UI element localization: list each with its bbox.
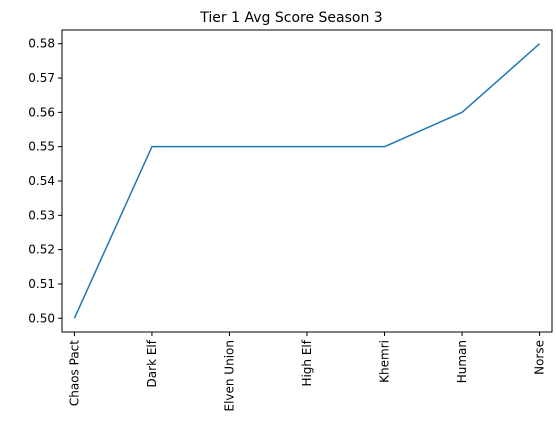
y-tick-label: 0.51	[28, 277, 55, 291]
x-tick-label: Dark Elf	[145, 339, 159, 387]
x-tick-label: Khemri	[378, 340, 392, 383]
series-line-0	[73, 43, 541, 319]
y-tick-label: 0.56	[28, 105, 55, 119]
x-tick-label: Human	[455, 340, 469, 383]
x-axis: Chaos Pact Dark Elf Elven Union High Elf Khe…	[67, 332, 547, 412]
chart-title: Tier 1 Avg Score Season 3	[199, 10, 382, 26]
y-axis: 0.50 0.51 0.52 0.53 0.54 0.55 0.56 0.57 0.58	[28, 37, 62, 325]
y-tick-label: 0.54	[28, 174, 55, 188]
x-tick-label: High Elf	[300, 339, 314, 386]
plot-area-frame	[61, 29, 553, 333]
x-tick-label: Elven Union	[222, 340, 236, 412]
x-tick-label: Norse	[533, 340, 547, 375]
y-tick-label: 0.55	[28, 140, 55, 154]
y-tick-label: 0.58	[28, 37, 55, 51]
y-tick-label: 0.50	[28, 311, 55, 325]
y-tick-label: 0.52	[28, 243, 55, 257]
y-tick-label: 0.57	[28, 71, 55, 85]
series-layer	[73, 43, 541, 319]
y-tick-label: 0.53	[28, 208, 55, 222]
x-tick-label: Chaos Pact	[67, 340, 81, 406]
